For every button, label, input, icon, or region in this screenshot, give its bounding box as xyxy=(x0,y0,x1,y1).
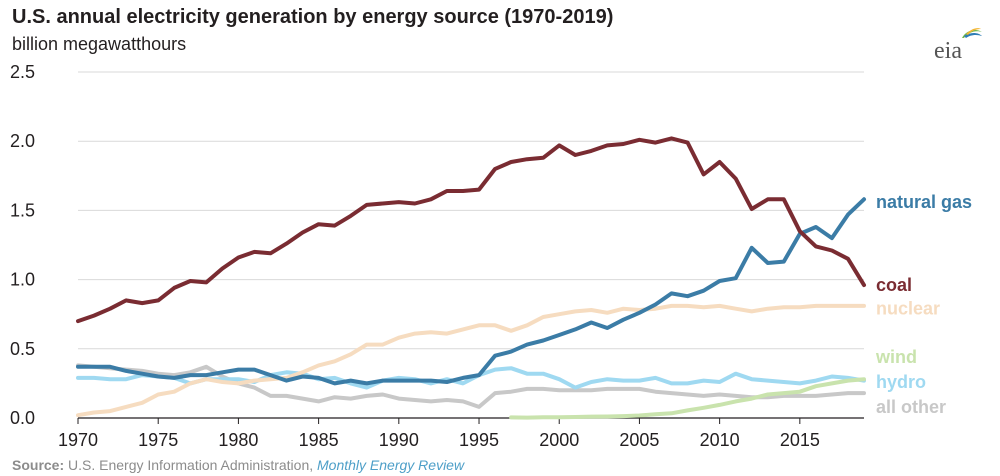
x-axis-ticks: 1970 1975 1980 1985 1990 1995 2000 2005 2010 2015 xyxy=(58,418,820,450)
y-tick-label: 0.0 xyxy=(10,408,35,428)
x-tick-label: 1970 xyxy=(58,430,98,450)
series-line-all-other xyxy=(76,363,866,409)
series-label-all-other: all other xyxy=(876,397,946,417)
x-tick-label: 2015 xyxy=(780,430,820,450)
chart-subtitle: billion megawatthours xyxy=(12,34,187,54)
y-tick-label: 1.5 xyxy=(10,200,35,220)
x-tick-label: 1990 xyxy=(379,430,419,450)
series-line-coal xyxy=(76,136,866,324)
x-tick-label: 2005 xyxy=(619,430,659,450)
x-tick-label: 1975 xyxy=(138,430,178,450)
series-label-coal: coal xyxy=(876,275,912,295)
eia-logo-icon xyxy=(962,28,982,38)
series-label-natural-gas: natural gas xyxy=(876,192,972,212)
x-tick-label: 1985 xyxy=(299,430,339,450)
source-label: Source: xyxy=(12,457,65,473)
y-tick-label: 1.0 xyxy=(10,270,35,290)
chart-title: U.S. annual electricity generation by en… xyxy=(12,6,614,28)
series-label-nuclear: nuclear xyxy=(876,299,940,319)
series-line-natural-gas xyxy=(76,197,866,386)
source-link[interactable]: Monthly Energy Review xyxy=(317,457,465,473)
y-tick-label: 2.5 xyxy=(10,62,35,82)
series-line-wind xyxy=(509,377,866,420)
x-tick-label: 1980 xyxy=(218,430,258,450)
y-tick-label: 0.5 xyxy=(10,339,35,359)
series-label-hydro: hydro xyxy=(876,372,926,392)
y-axis-ticks: 0.0 0.5 1.0 1.5 2.0 2.5 xyxy=(10,62,35,428)
eia-logo: eia xyxy=(932,26,984,66)
x-tick-label: 2000 xyxy=(539,430,579,450)
y-tick-label: 2.0 xyxy=(10,131,35,151)
series-lines xyxy=(76,136,866,420)
series-label-wind: wind xyxy=(875,347,917,367)
x-tick-label: 2010 xyxy=(700,430,740,450)
gridlines xyxy=(78,71,864,419)
source-text: U.S. Energy Information Administration, xyxy=(68,457,314,473)
series-line-nuclear xyxy=(76,303,866,418)
source-note: Source: U.S. Energy Information Administ… xyxy=(12,457,464,473)
eia-logo-text: eia xyxy=(934,38,962,64)
x-tick-label: 1995 xyxy=(459,430,499,450)
series-end-labels: natural gas coal nuclear wind hydro all other xyxy=(875,192,972,417)
